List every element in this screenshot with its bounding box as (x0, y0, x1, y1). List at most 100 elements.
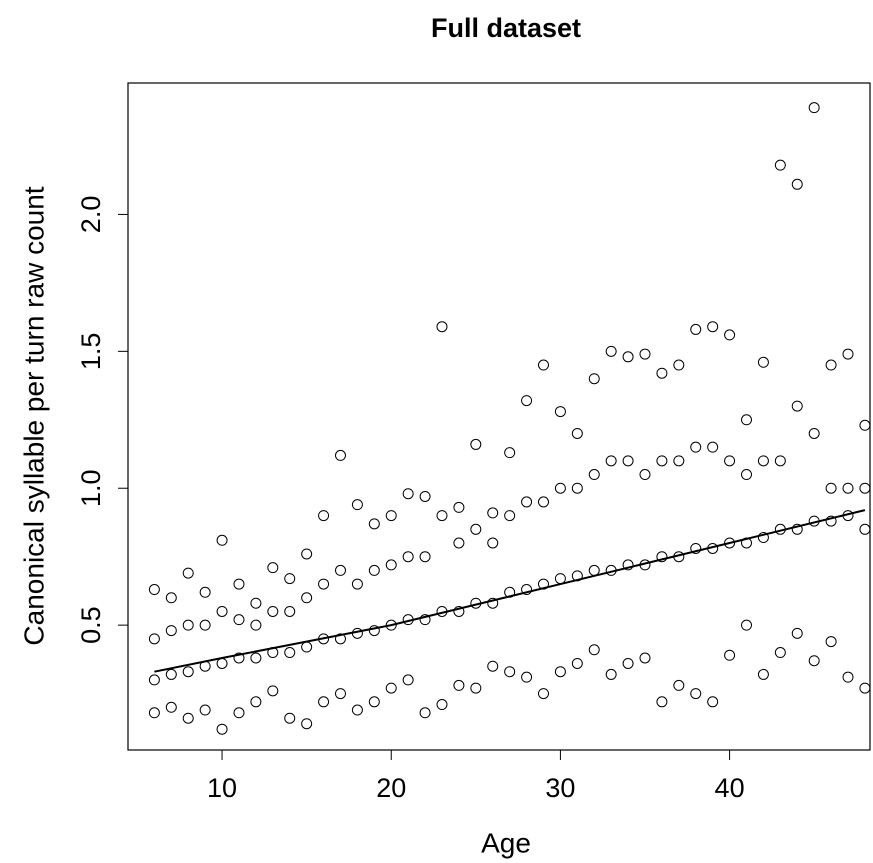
point (537, 496, 549, 508)
point (250, 652, 262, 664)
point (216, 534, 228, 546)
x-axis-label: Age (481, 827, 531, 858)
point (267, 562, 279, 574)
point (605, 668, 617, 680)
point (351, 499, 363, 511)
point (571, 482, 583, 494)
point (724, 329, 736, 341)
point (148, 584, 160, 596)
point (537, 359, 549, 371)
point (284, 712, 296, 724)
point (233, 614, 245, 626)
y-tick-label: 2.0 (76, 196, 106, 234)
point (368, 518, 380, 530)
point (419, 551, 431, 563)
point (233, 578, 245, 590)
point (571, 427, 583, 439)
point (859, 419, 871, 431)
point (368, 696, 380, 708)
point (690, 441, 702, 453)
point (284, 647, 296, 659)
point (419, 707, 431, 719)
point (318, 578, 330, 590)
point (368, 625, 380, 637)
point (351, 704, 363, 716)
point (622, 351, 634, 363)
point (656, 551, 668, 563)
point (385, 682, 397, 694)
point (233, 652, 245, 664)
point (470, 438, 482, 450)
point (182, 666, 194, 678)
point (436, 699, 448, 711)
point (825, 482, 837, 494)
point (724, 537, 736, 549)
point (791, 400, 803, 412)
point (656, 696, 668, 708)
point (504, 666, 516, 678)
point (419, 490, 431, 502)
point (165, 625, 177, 637)
y-axis-label: Canonical syllable per turn raw count (18, 186, 49, 645)
point (199, 704, 211, 716)
point (791, 523, 803, 535)
point (504, 510, 516, 522)
point (267, 605, 279, 617)
y-tick-label: 1.0 (76, 469, 106, 507)
chart-title: Full dataset (431, 13, 581, 43)
point (385, 510, 397, 522)
point (622, 455, 634, 467)
point (165, 701, 177, 713)
point (588, 564, 600, 576)
point (690, 688, 702, 700)
point (487, 660, 499, 672)
trend-line (154, 509, 866, 673)
point (250, 619, 262, 631)
point (859, 523, 871, 535)
point (588, 644, 600, 656)
point (690, 323, 702, 335)
point (757, 455, 769, 467)
point (216, 657, 228, 669)
point (741, 414, 753, 426)
point (639, 469, 651, 481)
point (250, 597, 262, 609)
point (267, 685, 279, 697)
point (825, 359, 837, 371)
point (842, 482, 854, 494)
point (470, 523, 482, 535)
point (757, 532, 769, 544)
point (436, 321, 448, 333)
point (808, 102, 820, 114)
point (656, 455, 668, 467)
point (707, 321, 719, 333)
x-tick-label: 10 (207, 773, 237, 803)
point (318, 510, 330, 522)
point (301, 718, 313, 730)
point (521, 496, 533, 508)
point (741, 619, 753, 631)
point (859, 682, 871, 694)
point (842, 671, 854, 683)
point (537, 688, 549, 700)
point (791, 627, 803, 639)
point (165, 592, 177, 604)
point (554, 666, 566, 678)
point (301, 548, 313, 560)
point (808, 655, 820, 667)
point (334, 449, 346, 461)
point (470, 682, 482, 694)
point (453, 605, 465, 617)
point (825, 515, 837, 527)
point (588, 469, 600, 481)
point (453, 537, 465, 549)
point (250, 696, 262, 708)
point (774, 647, 786, 659)
point (605, 345, 617, 357)
point (605, 455, 617, 467)
x-tick-label: 30 (545, 773, 575, 803)
point (673, 455, 685, 467)
x-tick-label: 20 (376, 773, 406, 803)
point (368, 564, 380, 576)
